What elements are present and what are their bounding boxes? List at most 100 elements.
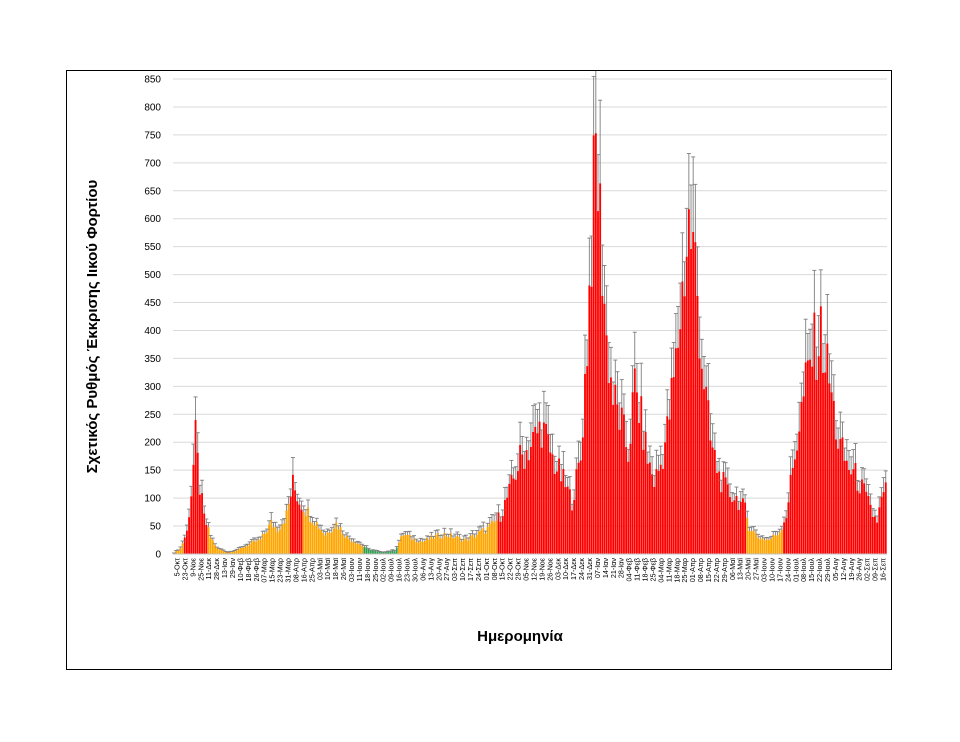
bar — [785, 518, 788, 554]
bar — [549, 452, 552, 554]
bar — [486, 526, 489, 554]
x-tick-label: 22-Οκτ — [506, 558, 515, 581]
bar — [867, 496, 870, 554]
bar — [419, 541, 422, 554]
x-tick-label: 11-Φεβ — [633, 558, 642, 581]
bar — [460, 541, 463, 554]
bar — [629, 443, 632, 554]
bar — [750, 531, 753, 554]
x-tick-label: 08-Απρ — [291, 558, 300, 582]
bar — [856, 490, 859, 554]
y-tick-label: 200 — [144, 438, 161, 449]
bar — [523, 468, 526, 554]
x-tick-label: 19-Αυγ — [847, 558, 856, 581]
bar — [655, 469, 658, 554]
bar — [177, 550, 180, 554]
bar — [395, 547, 398, 554]
bar — [244, 546, 247, 554]
bar — [482, 528, 485, 554]
bar — [294, 490, 296, 554]
bar — [616, 404, 619, 554]
x-tick-label: 23-Μαρ — [276, 558, 285, 583]
bar — [568, 489, 571, 554]
x-tick-label: 02-Ιουλ — [379, 558, 388, 582]
bar — [871, 517, 874, 554]
bar — [876, 522, 879, 554]
x-tick-label: 23-Οκτ — [180, 558, 189, 581]
bar — [638, 422, 641, 554]
x-tick-label: 04-Μαρ — [656, 558, 665, 583]
y-tick-label: 800 — [144, 102, 161, 113]
bar — [517, 471, 519, 554]
x-tick-label: 01-Απρ — [688, 558, 697, 582]
x-tick-label: 27-Αυγ — [442, 558, 451, 581]
bar — [493, 522, 496, 554]
bar — [205, 524, 208, 554]
bar — [439, 538, 441, 554]
bar — [716, 472, 718, 554]
bar — [218, 549, 221, 554]
x-tick-label: 28-Ιαν — [617, 558, 626, 579]
bar — [601, 295, 604, 554]
bar — [826, 343, 829, 554]
bar — [538, 421, 541, 554]
bar — [666, 416, 669, 554]
bar — [592, 135, 595, 554]
bar — [748, 530, 751, 554]
bar — [780, 529, 783, 554]
x-tick-labels: 5-Οκτ23-Οκτ9-Νοε25-Νοε11-Δεκ28-Δεκ13-Ιαν… — [172, 557, 887, 582]
x-tick-label: 06-Μαϊ — [728, 558, 737, 581]
x-tick-label: 30-Ιουλ — [410, 558, 419, 582]
bar — [441, 538, 444, 554]
bar — [287, 503, 290, 554]
x-tick-label: 10-Μαϊ — [323, 558, 332, 581]
bar — [553, 473, 556, 554]
bar — [376, 551, 379, 554]
bar — [281, 524, 284, 554]
y-tick-labels: 0 50 100 150 200 250 300 350 400 450 500 550 600 650 7… — [144, 75, 161, 561]
bar — [333, 528, 335, 554]
x-tick-label: 22-Ιουλ — [815, 558, 824, 582]
bar — [449, 533, 452, 554]
chart: 0 50 100 150 200 250 300 350 400 450 500 550 600 650 7… — [84, 71, 888, 645]
bar — [679, 329, 682, 554]
bar — [242, 547, 245, 554]
bar — [404, 534, 407, 554]
bar — [573, 500, 576, 554]
bar — [315, 522, 318, 554]
bar — [393, 551, 396, 554]
bar — [380, 552, 383, 554]
bar — [309, 521, 312, 554]
bar — [298, 504, 301, 554]
bar — [348, 538, 351, 554]
bar — [562, 468, 565, 554]
x-tick-label: 03-Ιουν — [760, 558, 769, 582]
bar — [237, 548, 240, 554]
x-axis-title: Ημερομηνία — [477, 628, 563, 645]
x-tick-label: 20-Αυγ — [434, 558, 443, 581]
bar — [209, 537, 212, 554]
bar — [759, 539, 762, 554]
bar — [610, 377, 612, 554]
x-tick-label: 02-Σεπ — [863, 558, 872, 581]
bar — [579, 460, 582, 554]
bar — [436, 533, 439, 554]
bar — [434, 535, 437, 554]
x-tick-label: 03-Μαϊ — [315, 558, 324, 581]
bar — [584, 373, 586, 554]
bar — [367, 549, 370, 554]
bar — [664, 442, 666, 554]
bar — [196, 452, 199, 554]
bar — [369, 550, 372, 554]
y-tick-label: 850 — [144, 75, 161, 86]
x-tick-label: 24-Δεκ — [577, 558, 586, 580]
bar — [337, 529, 340, 554]
bar — [755, 533, 757, 554]
bar — [854, 462, 857, 554]
bar — [229, 551, 232, 554]
y-tick-label: 650 — [144, 186, 161, 197]
bar — [729, 497, 731, 554]
bar — [216, 547, 219, 554]
bar — [817, 356, 820, 554]
bar — [642, 449, 645, 554]
